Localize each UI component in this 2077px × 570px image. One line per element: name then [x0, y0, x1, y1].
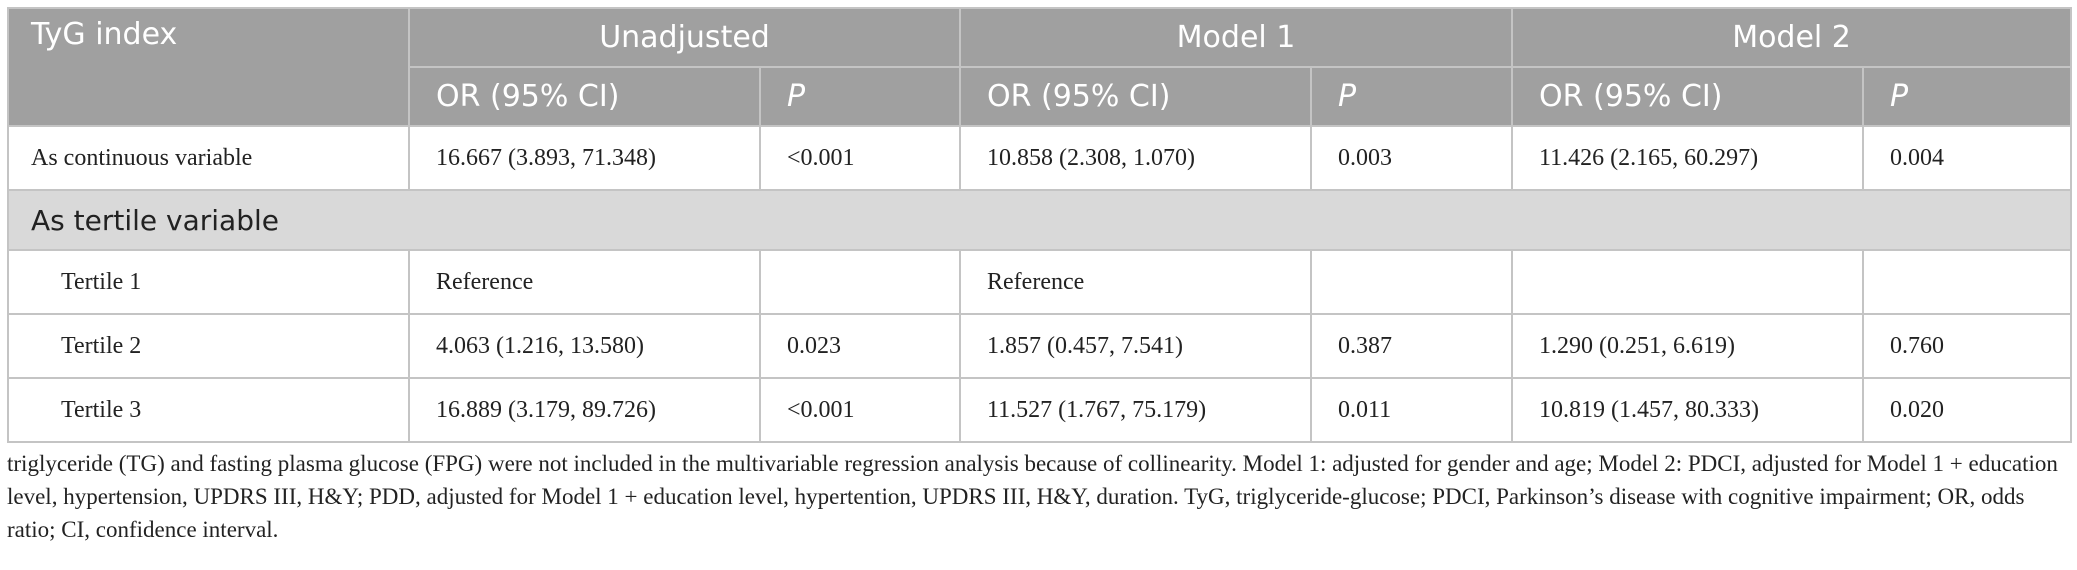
cell: 1.857 (0.457, 7.541) [959, 313, 1313, 379]
results-table: TyG index Unadjusted Model 1 Model 2 OR (95%… [6, 7, 2073, 443]
cell: 0.760 [1862, 313, 2073, 379]
cell [758, 249, 962, 315]
cell: 0.387 [1310, 313, 1514, 379]
table-row: As tertile variable [6, 189, 2073, 251]
subheader: OR (95% CI) [959, 66, 1313, 127]
table-row: Tertile 2 4.063 (1.216, 13.580) 0.023 1.857… [7, 313, 2073, 379]
cell: Reference [959, 249, 1313, 315]
cell: 11.426 (2.165, 60.297) [1511, 125, 1865, 191]
cell: <0.001 [758, 377, 962, 443]
cell [1511, 249, 1865, 315]
table-row: Tertile 3 16.889 (3.179, 89.726) <0.001 11.… [7, 377, 2073, 443]
header-row: TyG index Unadjusted Model 1 Model 2 [7, 7, 2073, 127]
cell: 11.527 (1.767, 75.179) [959, 377, 1313, 443]
subheader-row: OR (95% CI) P OR (95% CI) P OR (95% CI) P [8, 66, 2073, 127]
cell: 0.004 [1862, 125, 2073, 191]
table-row: As continuous variable 16.667 (3.893, 71.… [7, 125, 2073, 191]
group-header: Model 1 [959, 7, 1514, 68]
row-label: As continuous variable [7, 125, 410, 191]
group-header: Unadjusted [407, 7, 962, 68]
cell [1862, 249, 2073, 315]
cell: 4.063 (1.216, 13.580) [408, 313, 761, 379]
cell: 0.023 [758, 313, 962, 379]
row-label: Tertile 3 [7, 377, 410, 443]
cell: 16.667 (3.893, 71.348) [408, 125, 761, 191]
subheader: P [1862, 66, 2073, 127]
subheader: OR (95% CI) [408, 66, 761, 127]
table-header: TyG index Unadjusted Model 1 Model 2 OR (95%… [7, 7, 2073, 127]
cell: 0.003 [1310, 125, 1514, 191]
cell: 10.819 (1.457, 80.333) [1511, 377, 1865, 443]
subheader: OR (95% CI) [1511, 66, 1865, 127]
cell: 0.011 [1310, 377, 1514, 443]
corner-header: TyG index [7, 7, 410, 127]
row-label: Tertile 1 [7, 249, 410, 315]
cell: <0.001 [758, 125, 962, 191]
footnote: triglyceride (TG) and fasting plasma glu… [7, 451, 2058, 542]
cell: 10.858 (2.308, 1.070) [959, 125, 1313, 191]
row-label: Tertile 2 [7, 313, 410, 379]
cell: 0.020 [1862, 377, 2073, 443]
table-row: Tertile 1 Reference Reference [7, 249, 2073, 315]
group-header: Model 2 [1511, 7, 2073, 68]
table-container: TyG index Unadjusted Model 1 Model 2 OR (95%… [6, 7, 2073, 443]
subheader: P [1310, 66, 1514, 127]
cell: 1.290 (0.251, 6.619) [1511, 313, 1865, 379]
table-body: As continuous variable 16.667 (3.893, 71.… [6, 125, 2073, 443]
cell [1310, 249, 1514, 315]
cell: Reference [408, 249, 761, 315]
subheader: P [758, 66, 962, 127]
cell: 16.889 (3.179, 89.726) [408, 377, 761, 443]
section-label: As tertile variable [6, 189, 2073, 251]
